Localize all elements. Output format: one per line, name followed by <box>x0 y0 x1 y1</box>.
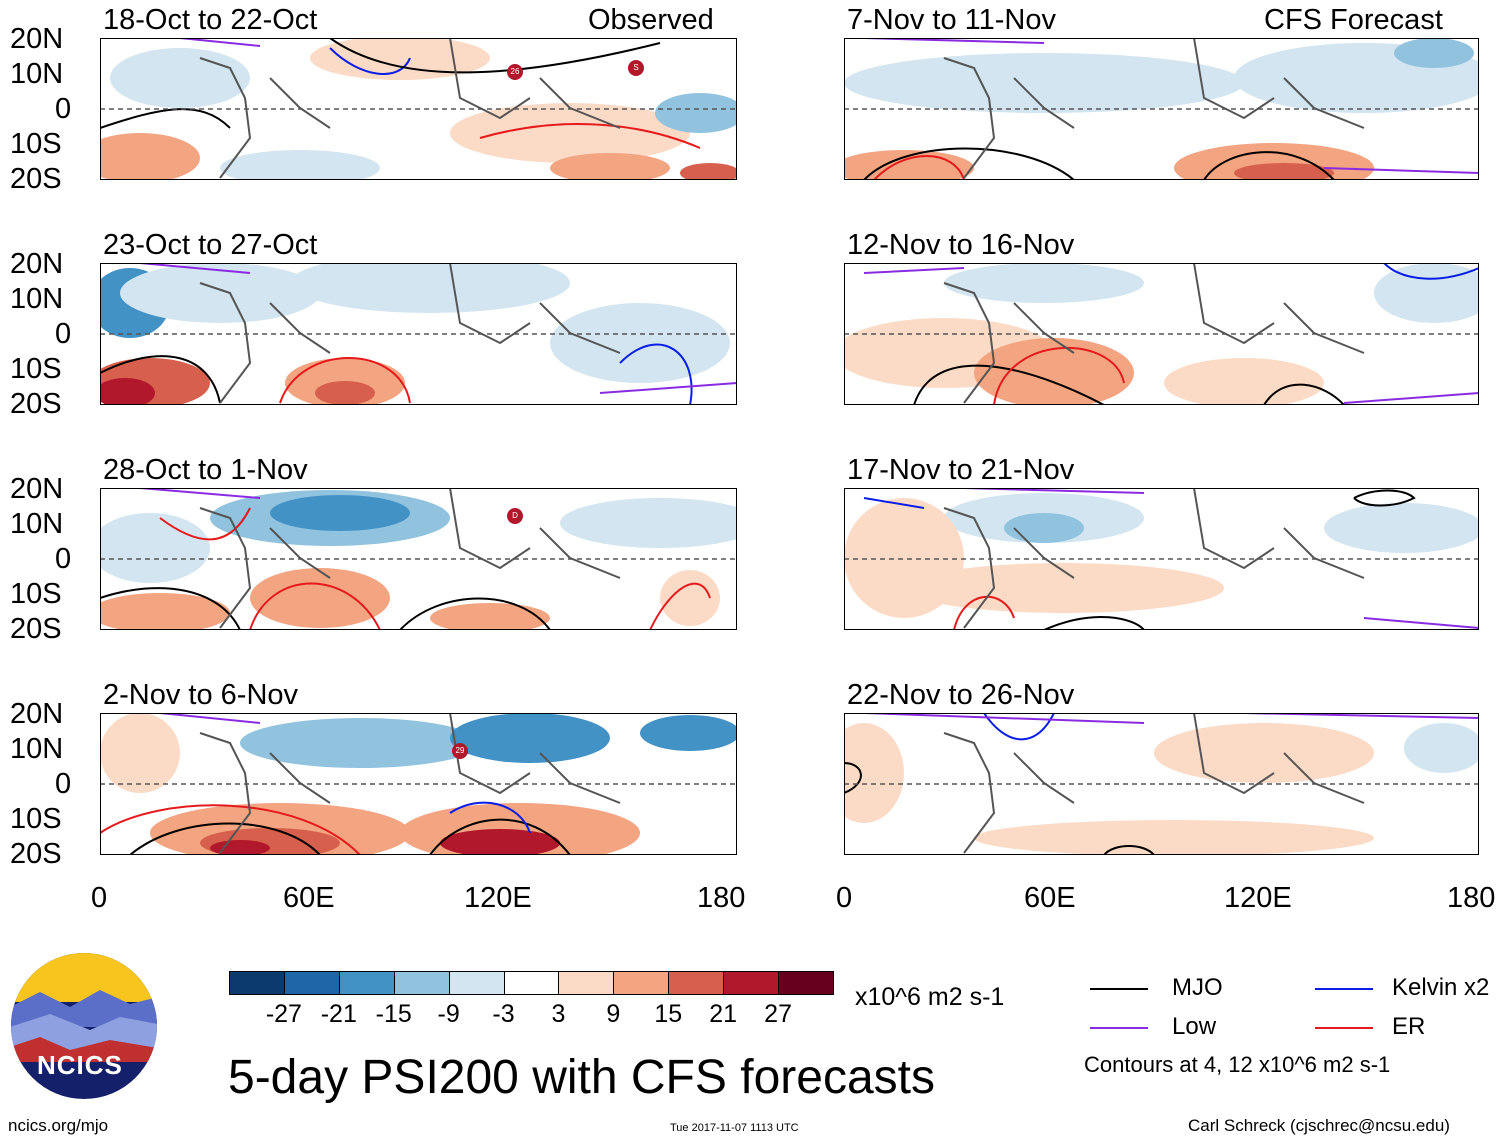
map-observed-1 <box>100 38 737 180</box>
lat-label: 0 <box>55 768 72 800</box>
colorbar-swatch <box>558 971 615 995</box>
lon-label: 0 <box>836 882 853 914</box>
lat-label: 20S <box>10 163 62 195</box>
lon-label: 60E <box>283 882 335 914</box>
colorbar-swatch <box>338 971 395 995</box>
colorbar-tick-label: -3 <box>492 1000 515 1028</box>
colorbar-tick-label: -21 <box>320 1000 357 1028</box>
timestamp: Tue 2017-11-07 1113 UTC <box>670 1122 799 1134</box>
storm-marker: S <box>628 60 644 76</box>
lat-label: 10S <box>10 128 62 160</box>
legend-line-low <box>1090 1027 1148 1029</box>
colorbar-swatch <box>283 971 340 995</box>
colorbar-tick-label: -15 <box>375 1000 412 1028</box>
panel-title: 7-Nov to 11-Nov <box>847 4 1056 36</box>
lat-label: 0 <box>55 543 72 575</box>
colorbar-swatch <box>229 971 285 995</box>
storm-marker: 29 <box>452 743 468 759</box>
colorbar-tick-label: 27 <box>764 1000 792 1028</box>
colorbar-swatch <box>393 971 450 995</box>
panel-title: 2-Nov to 6-Nov <box>103 679 299 711</box>
credit: Carl Schreck (cjschrec@ncsu.edu) <box>1188 1116 1450 1135</box>
colorbar-swatch <box>503 971 560 995</box>
colorbar-swatch <box>448 971 505 995</box>
forecast-label: CFS Forecast <box>1264 4 1443 36</box>
lon-label: 180 <box>1447 882 1496 914</box>
colorbar-tick-label: 9 <box>606 1000 621 1028</box>
lat-label: 10S <box>10 353 62 385</box>
lat-label: 20N <box>10 23 64 55</box>
storm-marker: D <box>507 508 523 524</box>
colorbar-units: x10^6 m2 s-1 <box>855 983 1005 1011</box>
ncics-logo <box>11 953 157 1099</box>
lat-label: 20N <box>10 698 64 730</box>
colorbar-tick-label: 15 <box>654 1000 683 1028</box>
lat-label: 20N <box>10 473 64 505</box>
logo-text: NCICS <box>37 1050 123 1080</box>
colorbar-tick-label: -27 <box>265 1000 302 1028</box>
legend-line-kelvin <box>1315 988 1373 990</box>
colorbar-swatch <box>668 971 725 995</box>
lat-label: 10N <box>10 733 64 765</box>
lat-label: 10S <box>10 578 62 610</box>
lat-label: 10N <box>10 508 64 540</box>
panel-title: 22-Nov to 26-Nov <box>847 679 1075 711</box>
map-observed-3 <box>100 488 737 630</box>
lon-label: 120E <box>464 882 532 914</box>
lat-label: 20S <box>10 388 62 420</box>
legend-line-er <box>1315 1027 1373 1029</box>
colorbar-swatch <box>778 971 834 995</box>
panel-title: 18-Oct to 22-Oct <box>103 4 318 36</box>
map-forecast-3 <box>844 488 1479 630</box>
lon-label: 180 <box>697 882 746 914</box>
colorbar-tick-label: -9 <box>437 1000 460 1028</box>
panel-title: 23-Oct to 27-Oct <box>103 229 318 261</box>
lat-label: 0 <box>55 318 72 350</box>
legend-label-er: ER <box>1392 1013 1426 1040</box>
lat-label: 20N <box>10 248 64 280</box>
colorbar-tick-label: 21 <box>709 1000 738 1028</box>
lat-label: 10S <box>10 803 62 835</box>
lon-label: 0 <box>91 882 108 914</box>
observed-label: Observed <box>588 4 714 36</box>
map-forecast-2 <box>844 263 1479 405</box>
legend-label-mjo: MJO <box>1172 974 1223 1001</box>
legend-label-kelvin: Kelvin x2 <box>1392 974 1490 1001</box>
lat-label: 10N <box>10 283 64 315</box>
colorbar-swatch <box>613 971 670 995</box>
colorbar-tick-label: 3 <box>551 1000 566 1028</box>
map-observed-2 <box>100 263 737 405</box>
lat-label: 10N <box>10 58 64 90</box>
panel-title: 28-Oct to 1-Nov <box>103 454 308 486</box>
map-forecast-4 <box>844 713 1479 855</box>
lat-label: 20S <box>10 838 62 870</box>
panel-title: 12-Nov to 16-Nov <box>847 229 1075 261</box>
page-title: 5-day PSI200 with CFS forecasts <box>228 1051 935 1104</box>
lat-label: 0 <box>55 93 72 125</box>
lon-label: 120E <box>1224 882 1292 914</box>
map-forecast-1 <box>844 38 1479 180</box>
colorbar-swatch <box>723 971 780 995</box>
legend-line-mjo <box>1090 988 1148 990</box>
lat-label: 20S <box>10 613 62 645</box>
map-observed-4 <box>100 713 737 855</box>
contour-note: Contours at 4, 12 x10^6 m2 s-1 <box>1084 1052 1391 1077</box>
lon-label: 60E <box>1024 882 1076 914</box>
legend-label-low: Low <box>1172 1013 1217 1040</box>
storm-marker: 26 <box>507 64 523 80</box>
website-link[interactable]: ncics.org/mjo <box>8 1116 109 1135</box>
panel-title: 17-Nov to 21-Nov <box>847 454 1075 486</box>
